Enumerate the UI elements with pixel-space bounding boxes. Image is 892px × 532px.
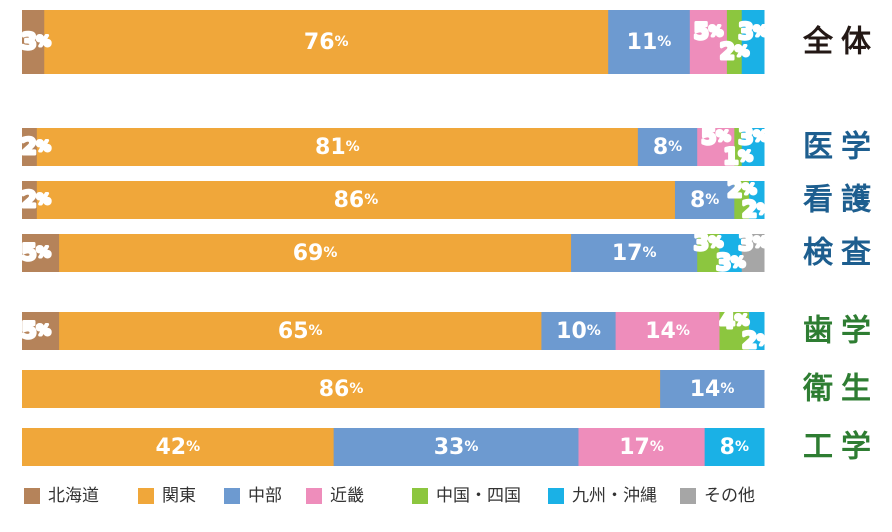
bar-segment-6-3 — [660, 370, 765, 408]
legend-label-5: 中国・四国 — [436, 486, 521, 506]
data-label-3-5: 2% — [727, 178, 756, 203]
data-label-3-1: 2% — [21, 188, 50, 213]
data-label-1-4: 5% — [694, 20, 723, 45]
bar-segment-5-2 — [59, 312, 542, 350]
bar-segment-5-3 — [541, 312, 617, 350]
legend-swatch-7 — [680, 488, 696, 504]
category-label-1: 全体 — [802, 25, 879, 60]
bar-segment-1-4 — [689, 10, 728, 74]
data-label-4-1: 5% — [21, 241, 50, 266]
data-label-4-5: 3% — [694, 231, 723, 256]
bar-segment-7-6 — [704, 428, 765, 466]
data-label-7-4: 17% — [619, 435, 664, 460]
data-label-1-5: 2% — [720, 39, 749, 64]
bar-segment-1-6 — [741, 10, 765, 74]
bar-segment-3-5 — [734, 181, 750, 219]
data-label-4-3: 17% — [612, 241, 657, 266]
bar-segment-2-2 — [36, 128, 639, 166]
data-label-2-5: 1% — [723, 144, 752, 169]
data-label-2-3: 8% — [653, 135, 682, 160]
category-label-2: 医学 — [803, 130, 879, 165]
legend-label-2: 関東 — [162, 486, 196, 506]
bar-segment-3-1 — [22, 181, 38, 219]
bar-segment-4-5 — [697, 234, 720, 272]
bar-segment-2-6 — [741, 128, 765, 166]
legend-label-1: 北海道 — [48, 486, 99, 506]
bar-segment-5-4 — [615, 312, 720, 350]
data-label-3-3: 8% — [690, 188, 719, 213]
legend-label-7: その他 — [704, 486, 755, 506]
data-label-4-7: 3% — [738, 231, 767, 256]
data-label-2-1: 2% — [21, 135, 50, 160]
legend-swatch-2 — [138, 488, 154, 504]
bar-segment-4-2 — [59, 234, 572, 272]
data-label-6-3: 14% — [690, 377, 735, 402]
bar-segment-3-3 — [674, 181, 735, 219]
data-label-2-6: 3% — [738, 125, 767, 150]
data-label-3-6: 2% — [742, 197, 771, 222]
category-label-7: 工学 — [803, 430, 879, 465]
bar-segment-6-2 — [22, 370, 661, 408]
bar-segment-2-1 — [22, 128, 38, 166]
data-label-7-3: 33% — [434, 435, 479, 460]
bar-segment-3-2 — [36, 181, 676, 219]
data-label-4-6: 3% — [716, 250, 745, 275]
data-label-1-3: 11% — [627, 30, 672, 55]
legend-swatch-1 — [24, 488, 40, 504]
data-label-5-2: 65% — [278, 319, 323, 344]
bar-segment-2-3 — [637, 128, 698, 166]
bar-segment-1-5 — [726, 10, 743, 74]
bar-segment-5-6 — [749, 312, 765, 350]
bar-segment-2-5 — [734, 128, 743, 166]
bar-segment-2-4 — [697, 128, 735, 166]
bar-segment-7-4 — [578, 428, 706, 466]
legend-swatch-4 — [306, 488, 322, 504]
data-label-7-2: 42% — [155, 435, 200, 460]
legend-swatch-5 — [412, 488, 428, 504]
bar-segment-4-3 — [571, 234, 698, 272]
category-label-3: 看護 — [803, 183, 879, 218]
legend-label-3: 中部 — [248, 486, 282, 506]
data-label-7-6: 8% — [720, 435, 749, 460]
data-label-1-6: 3% — [738, 20, 767, 45]
data-label-5-1: 5% — [21, 319, 50, 344]
data-label-5-5: 4% — [720, 309, 749, 334]
bar-segment-7-3 — [333, 428, 579, 466]
legend-swatch-3 — [224, 488, 240, 504]
bar-segment-1-2 — [44, 10, 609, 74]
bar-segment-4-6 — [719, 234, 743, 272]
bar-segment-5-1 — [22, 312, 60, 350]
bar-segment-1-1 — [22, 10, 45, 74]
legend-label-6: 九州・沖縄 — [572, 486, 657, 506]
data-label-4-2: 69% — [293, 241, 338, 266]
bar-segment-3-6 — [749, 181, 765, 219]
data-label-5-3: 10% — [556, 319, 601, 344]
data-label-1-2: 76% — [304, 30, 349, 55]
data-label-3-2: 86% — [334, 188, 379, 213]
data-label-6-2: 86% — [319, 377, 364, 402]
category-label-4: 検査 — [803, 236, 879, 271]
bar-segment-4-1 — [22, 234, 60, 272]
data-label-1-1: 3% — [21, 30, 50, 55]
legend-label-4: 近畿 — [330, 486, 364, 506]
data-label-5-4: 14% — [645, 319, 690, 344]
bar-segment-4-7 — [741, 234, 765, 272]
data-label-5-6: 2% — [742, 328, 771, 353]
data-label-2-2: 81% — [315, 135, 360, 160]
data-label-2-4: 5% — [701, 125, 730, 150]
legend-swatch-6 — [548, 488, 564, 504]
category-label-6: 衛生 — [802, 372, 879, 407]
bar-segment-1-3 — [608, 10, 691, 74]
bar-segment-5-5 — [719, 312, 750, 350]
category-label-5: 歯学 — [803, 314, 879, 349]
bar-segment-7-2 — [22, 428, 335, 466]
